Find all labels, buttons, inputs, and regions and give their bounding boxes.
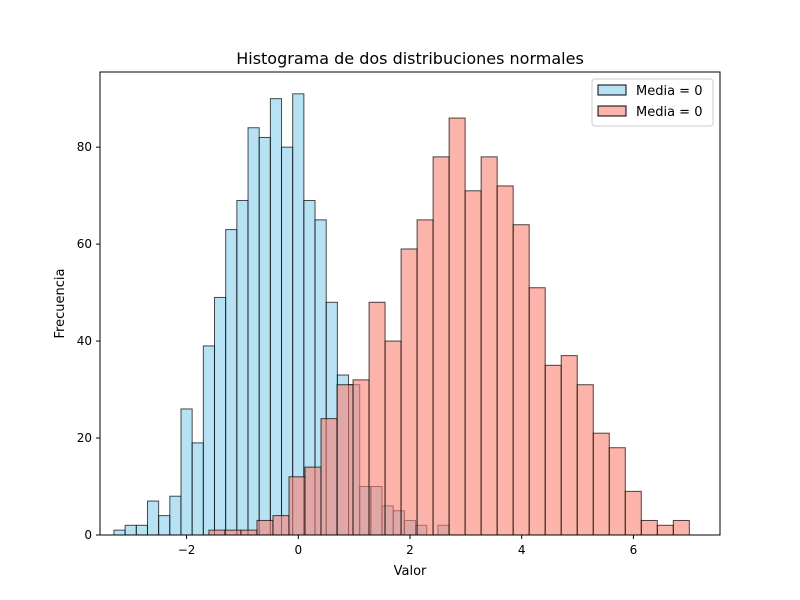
histogram-bar xyxy=(512,224,530,536)
x-tick-label: 6 xyxy=(630,543,638,557)
y-tick-label: 20 xyxy=(77,431,92,445)
histogram-bar xyxy=(272,515,290,536)
x-tick-label: 4 xyxy=(518,543,526,557)
histogram-bar xyxy=(656,524,674,536)
histogram-bar xyxy=(592,432,610,536)
y-axis-ticks: 0 20 40 60 80 xyxy=(77,140,100,542)
y-tick-label: 60 xyxy=(77,237,92,251)
histogram-bar xyxy=(480,156,498,536)
x-tick-label: 2 xyxy=(406,543,414,557)
histogram-bar xyxy=(158,515,171,536)
legend-label-series-1: Media = 0 xyxy=(636,84,702,99)
histogram-bar xyxy=(432,156,450,536)
chart-title: Histograma de dos distribuciones normale… xyxy=(236,49,584,68)
histogram-bar xyxy=(146,500,160,536)
histogram-bar xyxy=(225,229,238,536)
histogram-bar xyxy=(608,447,626,536)
histogram-bar xyxy=(368,301,386,536)
histogram-bar xyxy=(544,364,562,536)
legend-swatch-series-2 xyxy=(597,105,627,117)
y-tick-label: 40 xyxy=(77,334,92,348)
legend: Media = 0 Media = 0 xyxy=(591,78,714,127)
histogram-bar xyxy=(135,524,148,536)
histogram-bar xyxy=(256,519,274,536)
histogram-bar xyxy=(416,219,434,536)
histogram-bar xyxy=(292,93,305,536)
y-tick-label: 80 xyxy=(77,140,92,154)
histogram-bar xyxy=(320,418,338,536)
histogram-bar xyxy=(640,519,658,536)
x-tick-label: 0 xyxy=(294,543,302,557)
histogram-bar xyxy=(236,199,249,536)
histogram-bar xyxy=(113,529,126,536)
histogram-bar xyxy=(576,384,594,536)
histogram-bar xyxy=(560,355,578,536)
histogram-bar xyxy=(624,490,642,536)
histogram-bar xyxy=(169,495,182,536)
histogram-bar xyxy=(224,529,242,536)
histogram-bar xyxy=(336,384,354,536)
histogram-bar xyxy=(496,185,514,536)
histogram-bar xyxy=(214,296,227,536)
histogram-bar xyxy=(464,190,482,536)
y-tick-label: 0 xyxy=(84,528,92,542)
histogram-bar xyxy=(180,408,193,536)
histogram-bar xyxy=(304,466,322,536)
histogram-bar xyxy=(208,529,226,536)
histogram-bar xyxy=(352,379,370,536)
x-tick-label: −2 xyxy=(178,543,196,557)
y-axis-label: Frecuencia xyxy=(53,269,68,339)
histogram-bar xyxy=(191,442,204,536)
histogram-bar xyxy=(247,127,260,536)
histogram-bar xyxy=(124,524,137,536)
histogram-bar xyxy=(400,248,418,536)
legend-label-series-2: Media = 0 xyxy=(636,105,702,120)
histogram-bar xyxy=(528,287,546,536)
histogram-bar xyxy=(269,98,283,536)
legend-swatch-series-1 xyxy=(597,84,627,96)
histogram-bar xyxy=(384,340,402,536)
histogram-bar xyxy=(202,345,216,536)
histogram-bar xyxy=(448,117,466,536)
x-axis-label: Valor xyxy=(394,564,427,579)
x-axis-ticks: −2 0 2 4 6 xyxy=(178,535,638,557)
histogram-bar xyxy=(240,529,258,536)
histogram-bar xyxy=(672,519,690,536)
histogram-bar xyxy=(288,476,306,536)
histogram-bar xyxy=(258,136,271,536)
